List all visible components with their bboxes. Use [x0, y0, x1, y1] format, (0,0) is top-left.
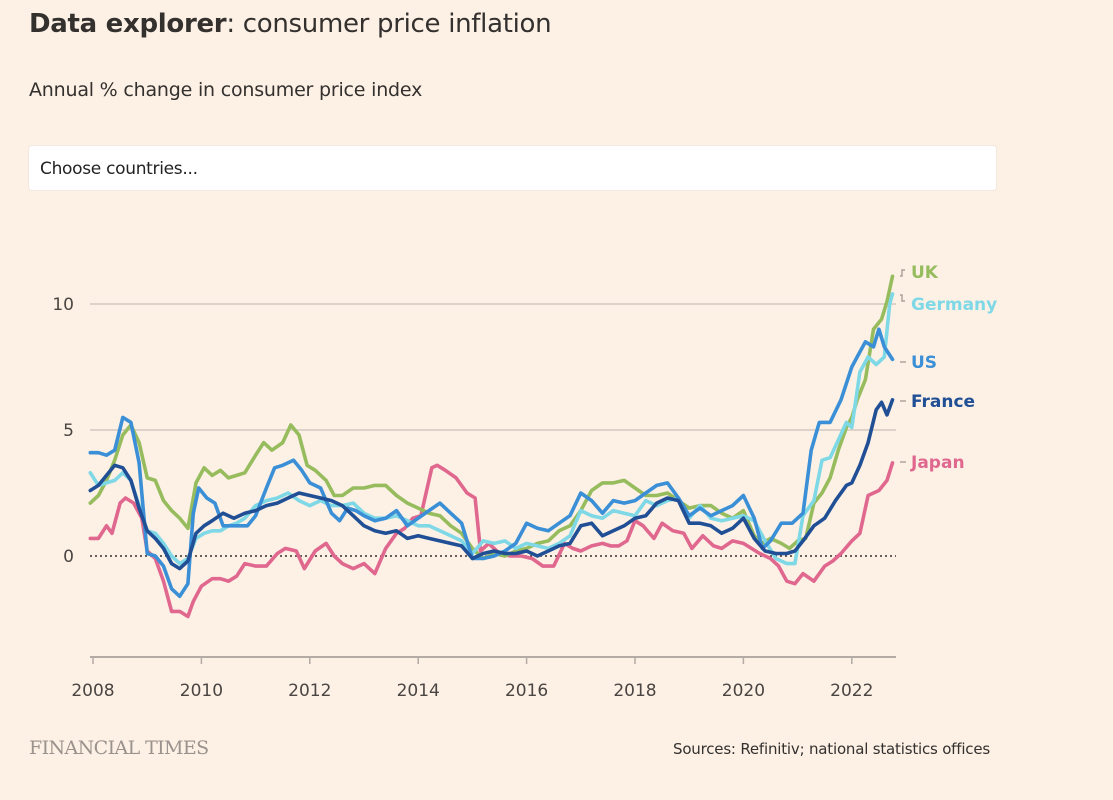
x-tick-label: 2016: [505, 681, 548, 701]
gridlines: 0 5 10: [52, 295, 896, 567]
series-end-labels: UK Germany US France Japan: [900, 263, 997, 473]
series-label-us: US: [911, 353, 937, 373]
choose-countries-select[interactable]: Choose countries...: [29, 146, 996, 190]
series-label-france: France: [911, 392, 975, 412]
label-connector-germany: [900, 294, 905, 302]
y-tick-label: 10: [52, 295, 74, 315]
chart-subtitle: Annual % change in consumer price index: [29, 79, 423, 101]
x-tick-label: 2012: [288, 681, 331, 701]
ft-brand-logo: FINANCIAL TIMES: [29, 737, 209, 759]
label-connector-uk: [900, 269, 905, 277]
chart-title: Data explorer: consumer price inflation: [29, 9, 552, 39]
y-tick-label: 0: [63, 547, 74, 567]
chart-title-rest: : consumer price inflation: [226, 9, 552, 39]
choose-countries-placeholder: Choose countries...: [40, 159, 198, 179]
y-tick-label: 5: [63, 421, 74, 441]
chart-title-bold: Data explorer: [29, 9, 227, 39]
sources-note: Sources: Refinitiv; national statistics …: [673, 740, 990, 758]
series-label-japan: Japan: [910, 453, 965, 473]
x-tick-label: 2014: [397, 681, 440, 701]
x-tick-label: 2008: [71, 681, 114, 701]
series-lines: [88, 274, 895, 619]
series-line-japan: [88, 461, 895, 619]
series-label-germany: Germany: [911, 295, 997, 315]
x-axis: 2008 2010 2012 2014 2016 2018 2020 2022: [71, 656, 896, 701]
x-tick-label: 2022: [830, 681, 873, 701]
series-line-france: [88, 398, 895, 571]
x-tick-label: 2018: [613, 681, 656, 701]
series-label-uk: UK: [911, 263, 939, 283]
series-line-germany: [88, 292, 895, 566]
series-line-us: [88, 327, 895, 599]
x-tick-label: 2010: [180, 681, 223, 701]
series-line-uk: [88, 274, 895, 561]
x-tick-label: 2020: [722, 681, 765, 701]
